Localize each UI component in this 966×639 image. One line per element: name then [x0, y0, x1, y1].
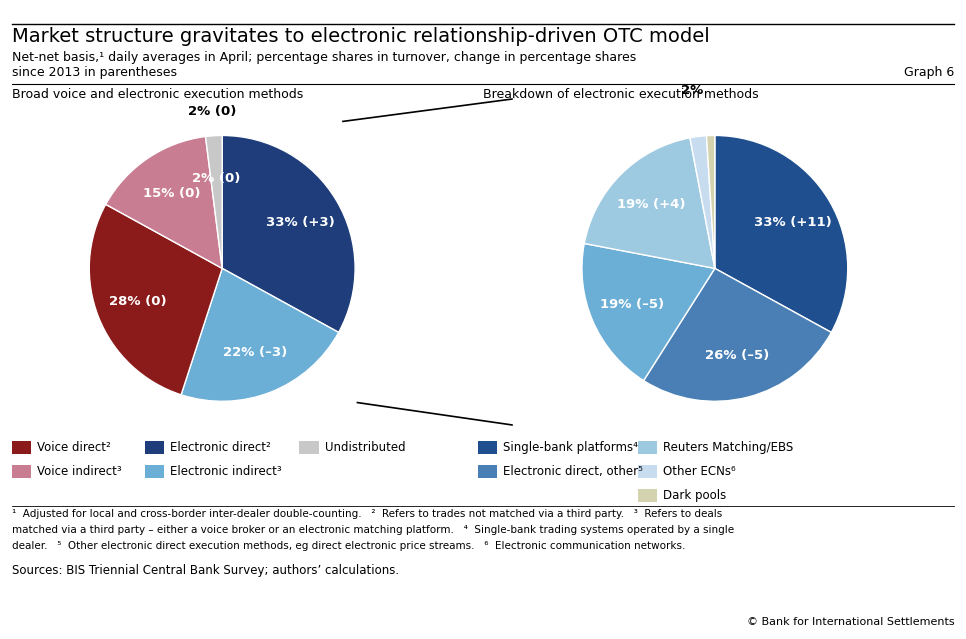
Text: Breakdown of electronic execution methods: Breakdown of electronic execution method… [483, 88, 758, 101]
Text: 26% (–5): 26% (–5) [705, 350, 770, 362]
Wedge shape [105, 137, 222, 268]
Wedge shape [206, 135, 222, 268]
Text: Market structure gravitates to electronic relationship-driven OTC model: Market structure gravitates to electroni… [12, 27, 709, 46]
Wedge shape [643, 268, 832, 401]
Text: Electronic indirect³: Electronic indirect³ [170, 465, 282, 478]
Text: 2%: 2% [681, 84, 703, 97]
Wedge shape [89, 204, 222, 395]
Text: 19% (+4): 19% (+4) [616, 198, 685, 211]
Wedge shape [181, 268, 339, 401]
Wedge shape [582, 243, 715, 381]
Text: 22% (–3): 22% (–3) [223, 346, 288, 359]
Text: Single-bank platforms⁴: Single-bank platforms⁴ [503, 441, 639, 454]
Text: Voice indirect³: Voice indirect³ [37, 465, 122, 478]
Text: 33% (+3): 33% (+3) [266, 216, 334, 229]
Text: Electronic direct²: Electronic direct² [170, 441, 270, 454]
Text: 2% (0): 2% (0) [188, 105, 237, 118]
Text: 33% (+11): 33% (+11) [753, 216, 832, 229]
Text: 15% (0): 15% (0) [143, 187, 200, 200]
Wedge shape [222, 135, 355, 332]
Wedge shape [584, 138, 715, 268]
Text: Undistributed: Undistributed [325, 441, 405, 454]
Text: Electronic direct, other⁵: Electronic direct, other⁵ [503, 465, 643, 478]
Text: 28% (0): 28% (0) [109, 295, 167, 308]
Text: Sources: BIS Triennial Central Bank Survey; authors’ calculations.: Sources: BIS Triennial Central Bank Surv… [12, 564, 399, 576]
Wedge shape [706, 135, 715, 268]
Text: since 2013 in parentheses: since 2013 in parentheses [12, 66, 177, 79]
Text: Net-net basis,¹ daily averages in April; percentage shares in turnover, change i: Net-net basis,¹ daily averages in April;… [12, 51, 636, 64]
Text: © Bank for International Settlements: © Bank for International Settlements [747, 617, 954, 627]
Text: Dark pools: Dark pools [663, 489, 725, 502]
Text: Broad voice and electronic execution methods: Broad voice and electronic execution met… [12, 88, 303, 101]
Text: matched via a third party – either a voice broker or an electronic matching plat: matched via a third party – either a voi… [12, 525, 734, 535]
Text: dealer.   ⁵  Other electronic direct execution methods, eg direct electronic pri: dealer. ⁵ Other electronic direct execut… [12, 541, 685, 551]
Wedge shape [690, 135, 715, 268]
Wedge shape [715, 135, 848, 332]
Text: Voice direct²: Voice direct² [37, 441, 110, 454]
Text: Other ECNs⁶: Other ECNs⁶ [663, 465, 735, 478]
Text: 2% (0): 2% (0) [192, 172, 241, 185]
Text: 19% (–5): 19% (–5) [600, 298, 664, 311]
Text: Reuters Matching/EBS: Reuters Matching/EBS [663, 441, 793, 454]
Text: Graph 6: Graph 6 [904, 66, 954, 79]
Text: ¹  Adjusted for local and cross-border inter-dealer double-counting.   ²  Refers: ¹ Adjusted for local and cross-border in… [12, 509, 722, 520]
